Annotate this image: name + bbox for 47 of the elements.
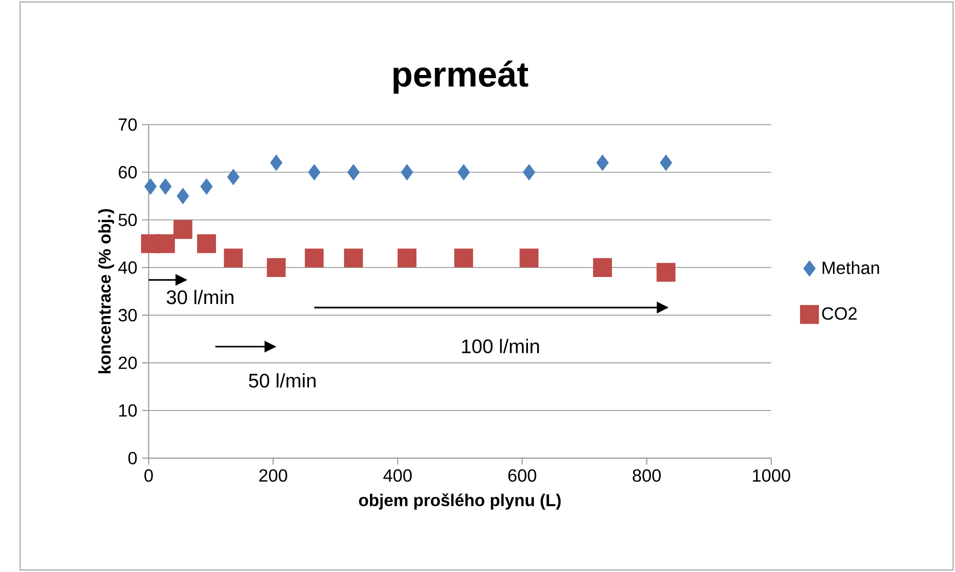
y-tick-label: 70: [118, 118, 137, 131]
point: [144, 178, 157, 195]
point: [596, 154, 609, 171]
point: [266, 258, 286, 277]
point: [227, 168, 240, 186]
point: [224, 248, 243, 268]
x-tick-label: 600: [508, 469, 536, 482]
point: [304, 248, 324, 268]
y-tick-label: 60: [118, 166, 137, 179]
annotation: 30 l/min: [166, 290, 234, 304]
x-axis-title: objem prošlého plynu (L): [359, 493, 561, 510]
x-tick-label: 800: [632, 469, 661, 482]
point: [176, 188, 190, 204]
point: [308, 164, 320, 180]
y-tick-label: 20: [118, 356, 137, 370]
y-tick-label: 10: [119, 404, 137, 417]
point: [398, 248, 416, 268]
y-tick-label: 30: [118, 308, 137, 322]
legend-label: CO2: [822, 307, 857, 320]
chart-title: permeát: [394, 60, 528, 94]
annotation: 100 l/min: [462, 338, 539, 354]
x-tick-label: 200: [259, 469, 288, 482]
point: [197, 234, 216, 254]
x-tick-label: 400: [383, 469, 412, 482]
point: [400, 164, 414, 180]
y-axis-title: koncentrace (% obj.): [98, 209, 114, 374]
y-tick-label: 0: [128, 452, 137, 464]
point: [656, 262, 676, 282]
point: [200, 178, 213, 195]
point: [156, 234, 175, 254]
point: [344, 248, 363, 268]
point: [522, 164, 536, 180]
point: [520, 248, 538, 268]
point: [270, 154, 282, 171]
point: [347, 164, 360, 180]
point: [593, 258, 612, 277]
x-tick-label: 0: [144, 469, 153, 482]
y-tick-label: 50: [118, 214, 137, 226]
legend-label: Methan: [822, 261, 879, 274]
point: [660, 154, 672, 171]
y-tick-label: 40: [118, 261, 137, 274]
point: [454, 248, 474, 268]
point: [458, 164, 470, 180]
point: [173, 220, 192, 239]
x-tick-label: 1000: [752, 469, 790, 482]
annotation: 50 l/min: [248, 373, 316, 388]
point: [159, 178, 172, 195]
